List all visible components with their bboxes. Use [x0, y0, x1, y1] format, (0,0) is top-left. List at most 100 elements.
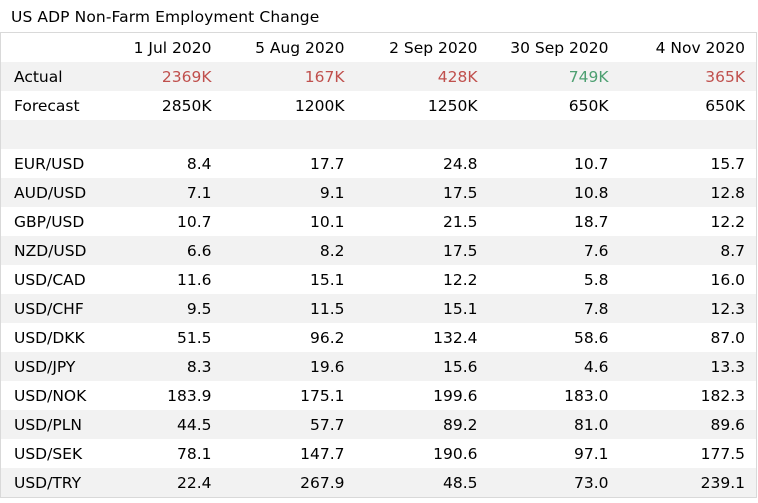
table-cell: 11.5: [222, 294, 356, 323]
column-header: 2 Sep 2020: [389, 38, 478, 57]
table-cell: 12.3: [619, 294, 757, 323]
table-cell: 15.7: [710, 154, 745, 173]
spacer-row: [0, 120, 757, 149]
table-cell: 175.1: [300, 386, 345, 405]
row-label: USD/NOK: [14, 386, 87, 405]
spacer-cell: [619, 120, 757, 149]
table-cell: 24.8: [442, 154, 478, 173]
table-title: US ADP Non-Farm Employment Change: [11, 8, 320, 26]
table-cell: 89.2: [355, 410, 489, 439]
table-cell: 21.5: [442, 212, 478, 231]
table-row: USD/CAD 11.6 15.1 12.2 5.8 16.0: [1, 265, 757, 294]
table-row: USD/TRY 22.4 267.9 48.5 73.0 239.1: [0, 468, 757, 498]
table-cell: 8.7: [619, 236, 757, 265]
table-cell: 183.9: [167, 386, 212, 405]
table-cell: 9.5: [108, 294, 223, 323]
forecast-value: 1250K: [427, 96, 478, 115]
table-cell: 183.0: [564, 386, 609, 405]
table-cell: 96.2: [309, 328, 345, 347]
row-label: USD/CHF: [0, 294, 109, 323]
table-cell: 7.1: [108, 178, 223, 207]
table-cell: 267.9: [222, 468, 356, 498]
table-cell: 16.0: [710, 270, 745, 289]
spacer-cell: [108, 120, 223, 149]
table-cell: 97.1: [573, 444, 609, 463]
actual-value: 2369K: [108, 62, 223, 91]
table-cell: 15.1: [309, 270, 345, 289]
table-cell: 11.6: [176, 270, 212, 289]
forecast-value: 2850K: [161, 96, 212, 115]
table-cell: 87.0: [710, 328, 745, 347]
table-cell: 12.2: [442, 270, 478, 289]
table-cell: 147.7: [300, 444, 345, 463]
header-row: 1 Jul 2020 5 Aug 2020 2 Sep 2020 30 Sep …: [1, 33, 757, 63]
table-row: AUD/USD 7.1 9.1 17.5 10.8 12.8: [0, 178, 757, 207]
table-cell: 10.7: [176, 212, 212, 231]
table-cell: 5.8: [583, 270, 609, 289]
table-row: USD/SEK 78.1 147.7 190.6 97.1 177.5: [1, 439, 757, 468]
table-cell: 18.7: [573, 212, 609, 231]
table-cell: 17.5: [355, 178, 489, 207]
spacer-cell: [355, 120, 489, 149]
table-row: EUR/USD 8.4 17.7 24.8 10.7 15.7: [1, 149, 757, 178]
table-cell: 8.4: [186, 154, 212, 173]
table-cell: 6.6: [108, 236, 223, 265]
column-header: 30 Sep 2020: [510, 38, 609, 57]
table-cell: 9.1: [222, 178, 356, 207]
table-cell: 78.1: [176, 444, 212, 463]
employment-table: 1 Jul 2020 5 Aug 2020 2 Sep 2020 30 Sep …: [0, 32, 757, 498]
actual-value: 365K: [619, 62, 757, 91]
table-cell: 17.5: [355, 236, 489, 265]
forecast-value: 1200K: [294, 96, 345, 115]
table-cell: 22.4: [108, 468, 223, 498]
table-cell: 48.5: [355, 468, 489, 498]
table-cell: 190.6: [433, 444, 478, 463]
row-label: USD/DKK: [14, 328, 85, 347]
row-label: EUR/USD: [14, 154, 85, 173]
row-label: USD/JPY: [0, 352, 109, 381]
table-row: USD/CHF 9.5 11.5 15.1 7.8 12.3: [0, 294, 757, 323]
table-cell: 10.1: [309, 212, 345, 231]
row-label: NZD/USD: [0, 236, 109, 265]
table-cell: 7.8: [488, 294, 620, 323]
forecast-row: Forecast 2850K 1200K 1250K 650K 650K: [1, 91, 757, 120]
column-header: 1 Jul 2020: [133, 38, 212, 57]
table-cell: 15.1: [355, 294, 489, 323]
row-label: Actual: [0, 62, 109, 91]
table-cell: 19.6: [222, 352, 356, 381]
table-cell: 15.6: [355, 352, 489, 381]
forecast-value: 650K: [568, 96, 609, 115]
table-row: USD/JPY 8.3 19.6 15.6 4.6 13.3: [0, 352, 757, 381]
table-cell: 8.2: [222, 236, 356, 265]
table-cell: 89.6: [619, 410, 757, 439]
table-cell: 57.7: [222, 410, 356, 439]
table-cell: 51.5: [176, 328, 212, 347]
row-label: USD/CAD: [14, 270, 86, 289]
table-cell: 4.6: [488, 352, 620, 381]
table-cell: 8.3: [108, 352, 223, 381]
actual-row: Actual 2369K 167K 428K 749K 365K: [0, 62, 757, 91]
row-label: AUD/USD: [0, 178, 109, 207]
row-label: Forecast: [14, 96, 80, 115]
forecast-value: 650K: [705, 96, 745, 115]
table-row: USD/PLN 44.5 57.7 89.2 81.0 89.6: [0, 410, 757, 439]
table-cell: 177.5: [700, 444, 745, 463]
table-cell: 182.3: [700, 386, 745, 405]
row-label: USD/SEK: [14, 444, 83, 463]
actual-value: 428K: [355, 62, 489, 91]
table-cell: 7.6: [488, 236, 620, 265]
table-row: NZD/USD 6.6 8.2 17.5 7.6 8.7: [0, 236, 757, 265]
row-label: USD/PLN: [0, 410, 109, 439]
actual-value: 167K: [222, 62, 356, 91]
table-cell: 58.6: [573, 328, 609, 347]
header-corner: [1, 33, 109, 63]
table-row: USD/NOK 183.9 175.1 199.6 183.0 182.3: [1, 381, 757, 410]
row-label: GBP/USD: [14, 212, 85, 231]
actual-value: 749K: [488, 62, 620, 91]
table-cell: 239.1: [619, 468, 757, 498]
table-row: GBP/USD 10.7 10.1 21.5 18.7 12.2: [1, 207, 757, 236]
spacer-cell: [0, 120, 109, 149]
table-cell: 44.5: [108, 410, 223, 439]
column-header: 5 Aug 2020: [255, 38, 345, 57]
table-cell: 73.0: [488, 468, 620, 498]
